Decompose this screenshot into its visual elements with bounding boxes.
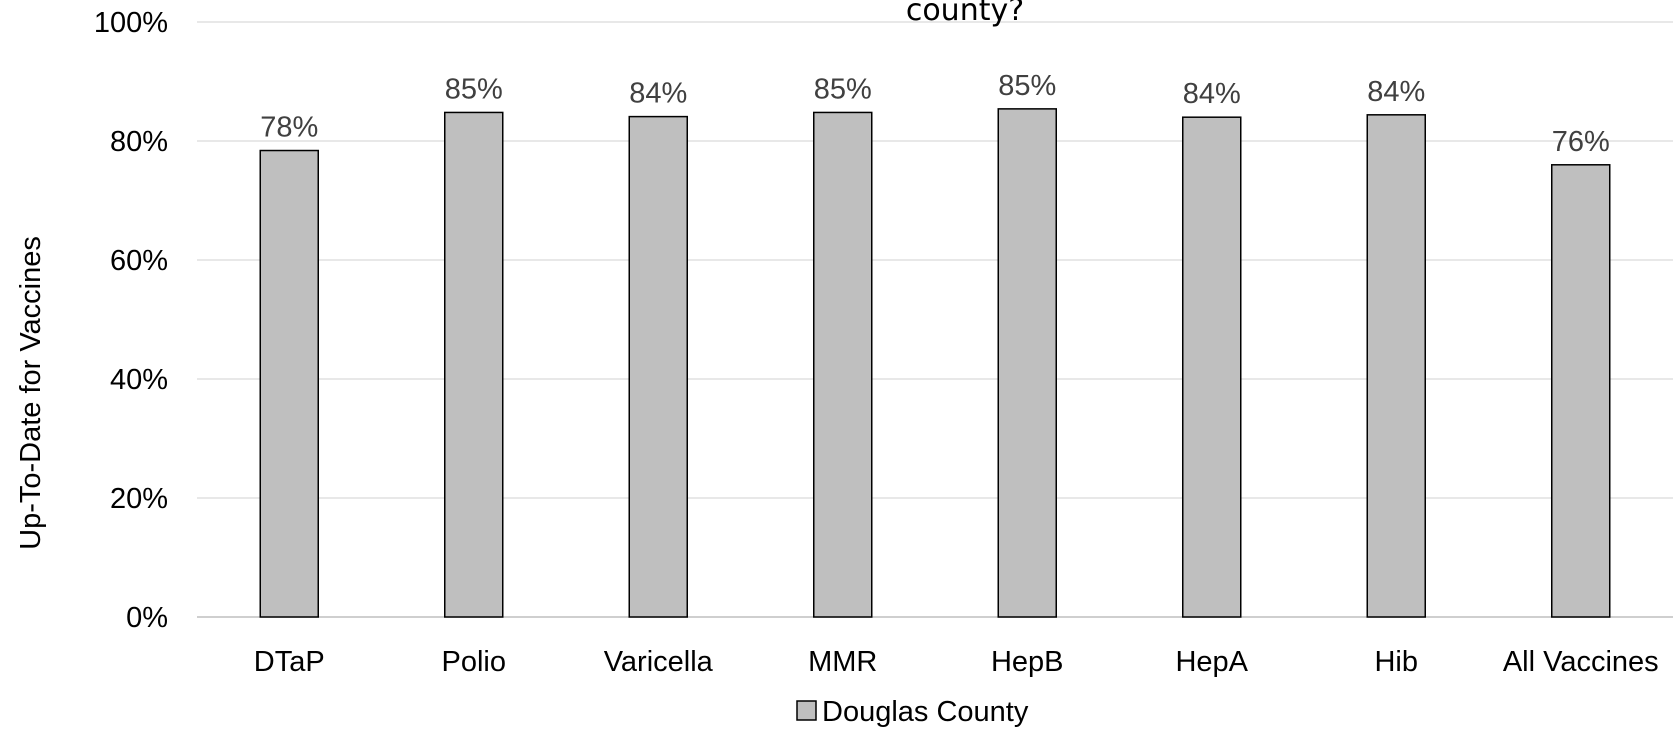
data-label: 78% xyxy=(260,112,318,144)
y-tick-label: 0% xyxy=(126,602,168,634)
bar-mmr xyxy=(813,111,873,618)
bar-hepa xyxy=(1182,116,1242,618)
bar-hepb xyxy=(997,108,1057,618)
bars xyxy=(259,108,1611,618)
legend-label: Douglas County xyxy=(822,696,1029,728)
x-tick-label: Hib xyxy=(1374,646,1418,678)
data-label: 85% xyxy=(445,73,503,105)
x-tick-label: Varicella xyxy=(604,646,714,678)
bar-varicella xyxy=(628,115,688,618)
y-tick-label: 40% xyxy=(110,364,168,396)
data-label: 76% xyxy=(1552,126,1610,158)
x-tick-label: HepB xyxy=(991,646,1064,678)
data-label: 85% xyxy=(998,70,1056,102)
bar-dtap xyxy=(259,149,319,618)
data-label: 85% xyxy=(814,73,872,105)
data-labels: 78% 85% 84% 85% 85% 84% 84% 76% xyxy=(260,70,1610,158)
x-tick-label: DTaP xyxy=(254,646,325,678)
chart-title: county? xyxy=(906,0,1024,28)
data-label: 84% xyxy=(1183,78,1241,110)
y-axis-ticks: 0% 20% 40% 60% 80% 100% xyxy=(94,7,168,634)
bar-hib xyxy=(1366,114,1426,618)
legend: Douglas County xyxy=(796,696,1029,728)
y-tick-label: 20% xyxy=(110,483,168,515)
y-tick-label: 80% xyxy=(110,126,168,158)
gridlines xyxy=(197,21,1673,618)
legend-swatch xyxy=(796,700,817,721)
x-tick-label: MMR xyxy=(808,646,877,678)
x-tick-label: HepA xyxy=(1175,646,1248,678)
data-label: 84% xyxy=(629,78,687,110)
y-tick-label: 100% xyxy=(94,7,168,39)
bar-polio xyxy=(444,111,504,618)
bar-all-vaccines xyxy=(1551,164,1611,618)
data-label: 84% xyxy=(1367,76,1425,108)
x-tick-label: Polio xyxy=(442,646,507,678)
y-tick-label: 60% xyxy=(110,245,168,277)
x-axis-ticks: DTaP Polio Varicella MMR HepB HepA Hib All Vacc… xyxy=(254,646,1659,678)
y-axis-label: Up-To-Date for Vaccines xyxy=(15,236,47,550)
x-tick-label: All Vaccines xyxy=(1503,646,1659,678)
